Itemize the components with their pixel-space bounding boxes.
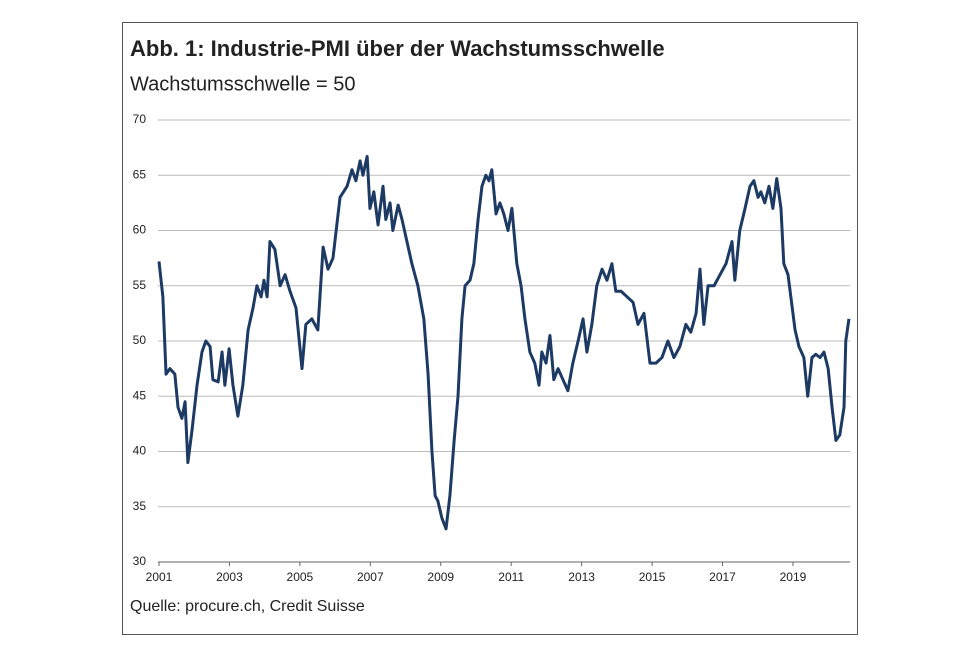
y-tick-label: 55	[133, 278, 147, 292]
x-tick-label: 2005	[287, 570, 314, 584]
y-tick-label: 40	[133, 444, 147, 458]
y-tick-label: 60	[133, 223, 147, 237]
x-tick-label: 2017	[709, 570, 736, 584]
chart-title: Abb. 1: Industrie-PMI über der Wachstums…	[130, 36, 665, 61]
x-tick-label: 2015	[639, 570, 666, 584]
x-tick-label: 2013	[568, 570, 595, 584]
y-tick-label: 50	[133, 333, 147, 347]
chart-subtitle: Wachstumsschwelle = 50	[130, 73, 355, 95]
source: Quelle: procure.ch, Credit Suisse	[130, 598, 365, 615]
y-tick-label: 65	[133, 167, 147, 181]
y-tick-label: 70	[133, 112, 147, 126]
x-tick-label: 2001	[146, 570, 173, 584]
pmi-line	[157, 154, 851, 531]
x-tick-label: 2003	[216, 570, 243, 584]
x-tick-label: 2009	[427, 570, 454, 584]
x-tick-label: 2019	[780, 570, 807, 584]
y-tick-label: 30	[133, 554, 147, 568]
y-tick-label: 45	[133, 388, 147, 402]
x-tick-label: 2011	[498, 570, 524, 584]
y-tick-label: 35	[133, 499, 147, 513]
x-tick-label: 2007	[357, 570, 384, 584]
frame	[122, 22, 858, 635]
